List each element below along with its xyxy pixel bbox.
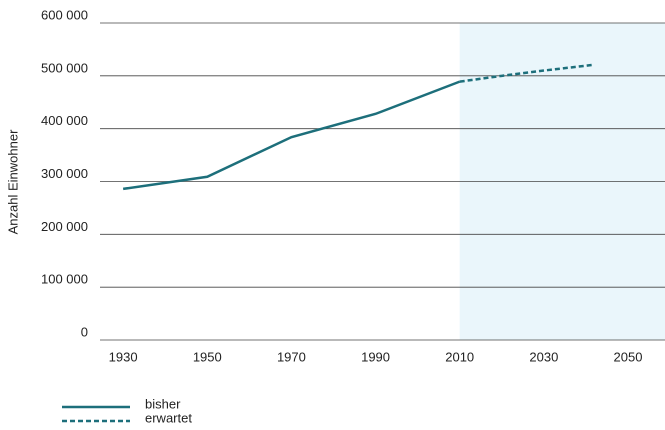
legend-label: erwartet (145, 410, 192, 425)
y-tick-label: 200 000 (41, 219, 88, 234)
y-tick-label: 500 000 (41, 60, 88, 75)
legend-label: bisher (145, 396, 181, 411)
x-tick-label: 1930 (109, 349, 138, 364)
x-tick-label: 1990 (361, 349, 390, 364)
x-tick-label: 2050 (614, 349, 643, 364)
x-tick-label: 1970 (277, 349, 306, 364)
y-tick-label: 300 000 (41, 166, 88, 181)
x-tick-label: 2030 (529, 349, 558, 364)
x-tick-label: 1950 (193, 349, 222, 364)
y-tick-label: 400 000 (41, 113, 88, 128)
y-tick-label: 0 (81, 324, 88, 339)
x-tick-label: 2010 (445, 349, 474, 364)
y-tick-label: 100 000 (41, 272, 88, 287)
y-axis-label: Anzahl Einwohner (5, 129, 20, 234)
y-tick-label: 600 000 (41, 7, 88, 22)
line (122, 80, 461, 191)
